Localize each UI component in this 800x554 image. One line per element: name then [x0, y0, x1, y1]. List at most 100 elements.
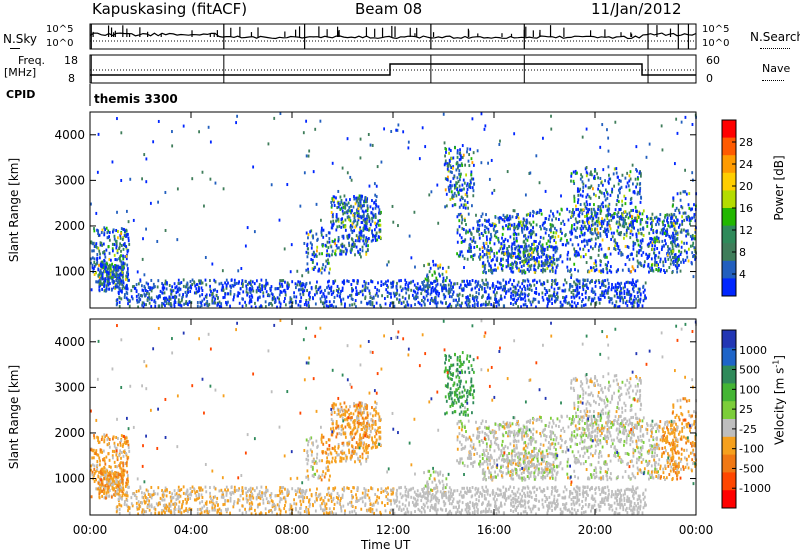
power-cell: [618, 282, 621, 286]
power-cell: [471, 186, 474, 190]
power-cell: [631, 233, 634, 237]
power-cell: [505, 250, 508, 254]
velocity-cell: [115, 435, 118, 439]
power-cell: [342, 202, 345, 206]
power-cell: [357, 218, 360, 222]
power-cell: [550, 114, 552, 118]
power-cell: [465, 229, 468, 233]
power-cell: [354, 299, 357, 303]
power-cell: [640, 195, 642, 199]
power-cell: [450, 190, 453, 194]
power-cell: [93, 244, 96, 248]
power-cell: [676, 221, 679, 225]
power-cell: [604, 284, 607, 288]
power-cell: [676, 192, 679, 196]
power-cell: [374, 285, 377, 289]
power-cell: [672, 233, 675, 237]
power-cell: [494, 293, 497, 297]
power-cell: [333, 200, 335, 204]
power-cell: [348, 244, 351, 248]
power-cell: [208, 293, 211, 297]
power-cell: [456, 215, 459, 219]
power-cell: [201, 299, 204, 303]
power-cell: [493, 224, 496, 228]
power-cell: [666, 216, 669, 220]
power-cell: [528, 252, 531, 256]
power-cell: [308, 149, 311, 153]
power-cell: [163, 291, 166, 295]
power-cell: [599, 285, 602, 289]
power-cell: [541, 243, 544, 247]
power-cell: [597, 253, 600, 257]
power-cell: [604, 204, 607, 208]
power-cell: [458, 225, 461, 229]
power-cell: [464, 203, 467, 207]
power-cell: [668, 251, 671, 255]
power-cell: [537, 263, 540, 267]
power-cell: [547, 264, 550, 268]
power-cell: [510, 296, 513, 300]
power-cell: [184, 285, 187, 289]
power-cell: [536, 259, 538, 263]
velocity-cell: [103, 459, 106, 463]
velocity-cell: [103, 440, 106, 444]
power-cell: [655, 254, 657, 258]
power-cell: [588, 216, 591, 220]
velocity-cell: [90, 464, 92, 468]
power-cell: [321, 266, 324, 270]
power-cell: [460, 203, 463, 207]
power-cell: [590, 299, 593, 303]
power-cell: [256, 298, 259, 302]
power-cell: [426, 278, 429, 282]
power-cell: [312, 234, 314, 238]
power-cell: [527, 260, 530, 264]
power-cell: [103, 250, 106, 254]
power-cell: [693, 213, 696, 217]
power-cell: [487, 269, 490, 273]
power-cell: [161, 291, 164, 295]
power-cell: [597, 296, 600, 300]
velocity-cell: [109, 480, 112, 484]
power-cell: [349, 219, 352, 223]
power-cell: [493, 242, 496, 246]
power-cell: [107, 278, 110, 282]
power-cell: [500, 259, 502, 263]
power-cell: [461, 218, 464, 222]
power-cell: [422, 300, 425, 304]
power-cell: [563, 299, 566, 303]
power-cell: [606, 192, 609, 196]
velocity-cell: [321, 473, 324, 477]
velocity-cell: [97, 475, 100, 479]
power-cell: [442, 276, 445, 280]
power-cell: [95, 242, 98, 246]
power-cell: [658, 217, 661, 221]
power-cell: [314, 293, 316, 297]
power-cell: [604, 188, 607, 192]
power-cell: [674, 221, 677, 225]
power-cell: [312, 297, 314, 301]
power-cell: [314, 253, 317, 257]
power-cell: [558, 286, 561, 290]
power-cell: [530, 223, 532, 227]
power-cell: [648, 270, 650, 274]
power-cell: [648, 231, 651, 235]
power-cell: [422, 295, 425, 299]
power-cell: [489, 238, 492, 242]
power-cell: [455, 168, 458, 172]
power-cell: [471, 294, 474, 298]
power-cell: [597, 205, 600, 209]
power-cell: [512, 293, 515, 297]
power-cell: [465, 223, 467, 227]
power-cell: [673, 219, 676, 223]
power-cell: [602, 268, 605, 272]
power-cell: [452, 298, 455, 302]
power-cell: [545, 289, 548, 293]
power-cell: [654, 240, 656, 244]
power-cell: [461, 156, 464, 160]
power-cell: [452, 166, 454, 170]
velocity-cell: [96, 487, 99, 491]
velocity-cell: [118, 464, 121, 468]
power-cell: [597, 236, 600, 240]
power-cell: [552, 253, 555, 257]
